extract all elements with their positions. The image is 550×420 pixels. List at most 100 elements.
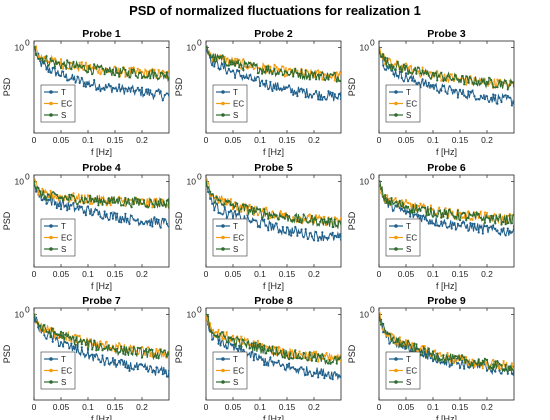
data-point <box>496 360 499 363</box>
data-point <box>53 57 56 60</box>
data-point <box>145 205 148 208</box>
data-point <box>140 198 144 201</box>
data-point <box>392 334 395 337</box>
data-point <box>161 72 164 75</box>
data-point <box>279 230 282 233</box>
data-point <box>225 331 228 334</box>
data-point <box>147 75 150 78</box>
data-point <box>155 347 158 351</box>
data-point <box>442 215 445 218</box>
data-point <box>66 209 69 212</box>
data-point <box>86 348 90 351</box>
series-line-ec <box>206 46 341 82</box>
data-point <box>43 60 46 63</box>
data-point <box>155 366 158 369</box>
data-point <box>467 363 470 366</box>
data-point <box>49 57 52 60</box>
data-point <box>461 221 464 225</box>
x-tick-label: 0 <box>377 402 382 412</box>
data-point <box>467 217 470 220</box>
data-point <box>317 223 320 226</box>
data-point <box>333 234 336 237</box>
data-point <box>477 98 480 101</box>
y-tick-label-exponent: 0 <box>370 171 375 181</box>
data-point <box>41 199 44 202</box>
data-point <box>288 73 291 76</box>
data-point <box>483 98 486 101</box>
data-point <box>153 68 156 71</box>
data-point <box>221 338 224 341</box>
data-point <box>310 359 313 362</box>
data-point <box>438 91 441 94</box>
data-point <box>271 345 274 348</box>
data-point <box>138 199 141 202</box>
data-point <box>149 89 152 92</box>
x-tick-label: 0.05 <box>53 402 70 412</box>
data-point <box>267 229 270 232</box>
data-point <box>70 77 73 80</box>
data-point <box>78 205 81 208</box>
data-point <box>279 364 282 368</box>
data-point <box>290 366 293 369</box>
data-point <box>458 88 462 91</box>
x-tick-label: 0 <box>204 402 209 412</box>
data-point <box>116 345 119 348</box>
data-point <box>161 351 164 354</box>
data-point <box>483 357 486 360</box>
data-point <box>327 236 330 239</box>
x-tick-label: 0.2 <box>136 402 148 412</box>
data-point <box>238 344 241 347</box>
data-point <box>446 92 449 95</box>
data-point <box>213 201 216 204</box>
data-point <box>55 333 58 336</box>
data-point <box>215 60 218 63</box>
data-point <box>145 76 148 79</box>
data-point <box>256 75 259 78</box>
data-point <box>271 360 274 363</box>
data-point <box>149 198 152 201</box>
data-point <box>128 222 131 225</box>
data-point <box>317 73 320 76</box>
y-tick-label-exponent: 0 <box>25 304 30 314</box>
data-point <box>252 340 255 343</box>
data-point <box>421 78 424 81</box>
data-point <box>159 348 162 352</box>
data-point <box>485 216 489 219</box>
data-point <box>461 74 464 78</box>
series-line-t <box>206 181 341 242</box>
data-point <box>248 352 251 355</box>
x-axis-label: f [Hz] <box>436 414 457 420</box>
legend-label-s: S <box>406 245 411 254</box>
data-point <box>473 359 476 362</box>
data-point <box>302 368 305 371</box>
data-point <box>68 61 71 64</box>
data-point <box>45 191 48 194</box>
data-point <box>91 67 94 70</box>
data-point <box>292 366 295 369</box>
data-point <box>404 62 408 65</box>
data-point <box>207 182 210 185</box>
data-point <box>404 199 408 202</box>
data-point <box>221 198 224 201</box>
data-point <box>275 346 278 349</box>
x-tick-label: 0.1 <box>254 135 266 145</box>
data-point <box>283 368 286 371</box>
data-point <box>483 82 486 85</box>
data-point <box>163 203 166 206</box>
data-point <box>325 236 328 240</box>
data-point <box>103 347 106 350</box>
data-point <box>41 193 44 196</box>
data-point <box>269 65 272 68</box>
data-point <box>236 336 239 339</box>
data-point <box>423 72 426 75</box>
data-point <box>167 369 169 372</box>
data-point <box>126 217 129 220</box>
data-point <box>308 93 311 96</box>
data-point <box>250 342 253 345</box>
data-point <box>277 359 280 362</box>
data-point <box>333 356 336 359</box>
data-point <box>427 347 430 350</box>
data-point <box>312 239 316 242</box>
data-point <box>407 201 410 205</box>
data-point <box>379 180 381 183</box>
